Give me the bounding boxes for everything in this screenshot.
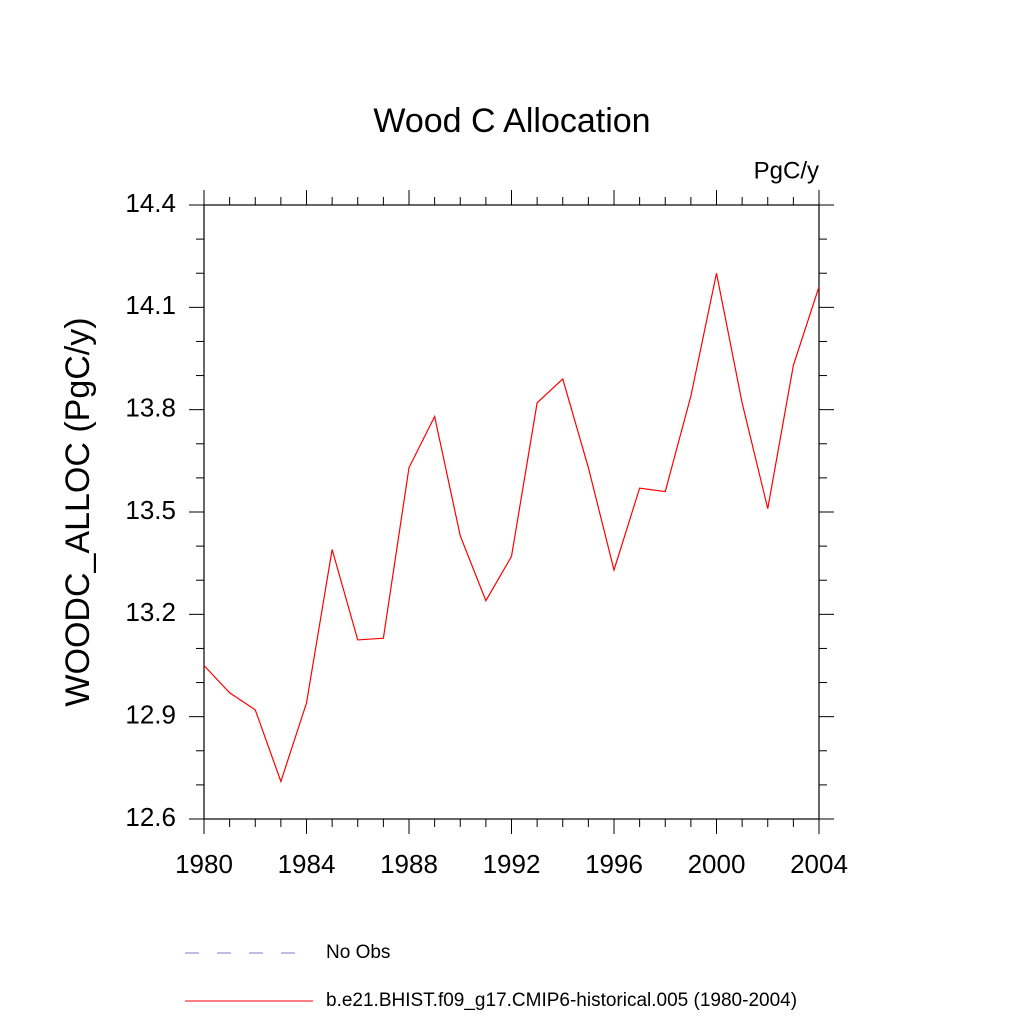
units-label: PgC/y — [754, 157, 819, 184]
plot-frame — [203, 204, 820, 820]
x-tick-label: 1992 — [483, 849, 541, 879]
y-tick-label: 14.4 — [125, 188, 176, 218]
y-tick-label: 12.9 — [125, 700, 176, 730]
x-tick-label: 1984 — [278, 849, 336, 879]
legend-label: No Obs — [326, 942, 390, 963]
y-tick-label: 13.8 — [125, 393, 176, 423]
x-tick-label: 2004 — [790, 849, 848, 879]
x-tick-label: 2000 — [688, 849, 746, 879]
y-axis-label: WOODC_ALLOC (PgC/y) — [59, 317, 97, 706]
y-tick-label: 13.5 — [125, 495, 176, 525]
y-tick-label: 14.1 — [125, 290, 176, 320]
x-tick-label: 1980 — [175, 849, 233, 879]
x-tick-label: 1988 — [380, 849, 438, 879]
y-tick-label: 12.6 — [125, 802, 176, 832]
y-tick-label: 13.2 — [125, 597, 176, 627]
legend-label: b.e21.BHIST.f09_g17.CMIP6-historical.005… — [326, 990, 797, 1011]
x-tick-label: 1996 — [585, 849, 643, 879]
data-line — [203, 273, 820, 784]
chart-title: Wood C Allocation — [373, 102, 650, 140]
